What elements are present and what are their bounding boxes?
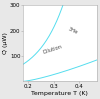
Text: 3He: 3He — [67, 27, 79, 36]
Text: Dilution: Dilution — [42, 44, 63, 55]
Y-axis label: Q̇ (μW): Q̇ (μW) — [4, 32, 8, 54]
X-axis label: Temperature T (K): Temperature T (K) — [31, 90, 88, 96]
